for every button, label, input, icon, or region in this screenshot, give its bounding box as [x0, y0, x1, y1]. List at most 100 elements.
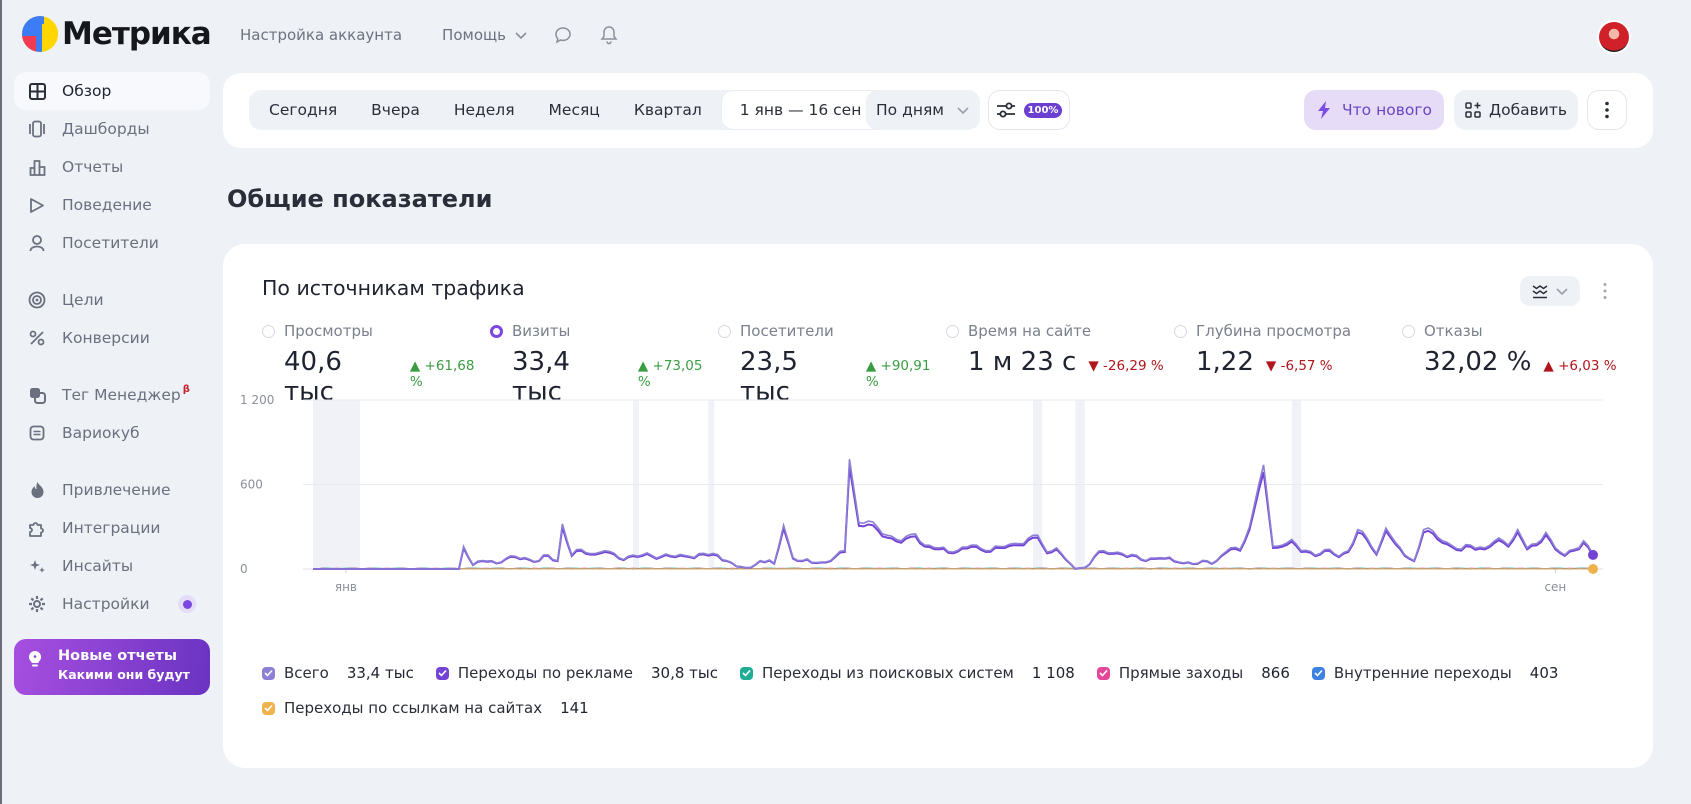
card-more-button[interactable] — [1595, 279, 1615, 303]
add-button[interactable]: Добавить — [1454, 90, 1578, 130]
help-menu[interactable]: Помощь — [442, 26, 528, 44]
metric-radio[interactable] — [1402, 324, 1415, 338]
series-line-ads — [313, 466, 1594, 571]
variocube-icon — [28, 424, 46, 442]
legend-item[interactable]: Переходы из поисковых систем 1 108 — [740, 664, 1075, 682]
checkbox-checked-icon[interactable] — [740, 666, 754, 680]
metric-delta-value: +61,68 % — [409, 358, 475, 390]
triangle-down-icon: ▼ — [1265, 358, 1277, 374]
play-icon — [28, 196, 46, 214]
checkbox-checked-icon[interactable] — [1311, 666, 1325, 680]
period-toolbar: Сегодня Вчера Неделя Месяц Квартал 1 янв… — [223, 73, 1653, 148]
sidebar-item-label: Конверсии — [62, 329, 150, 347]
sidebar-item-conversions[interactable]: Конверсии — [14, 319, 210, 357]
sidebar-item-label: Отчеты — [62, 158, 124, 176]
triangle-down-icon: ▼ — [1088, 358, 1099, 374]
grouping-value: По дням — [876, 101, 944, 119]
bell-icon — [600, 26, 618, 45]
metric-radio[interactable] — [1174, 324, 1187, 338]
grid-icon — [28, 82, 46, 100]
legend-item[interactable]: Переходы по ссылкам на сайтах 141 — [262, 699, 589, 717]
legend-value: 1 108 — [1031, 664, 1075, 682]
metric-tab[interactable]: Отказы 32,02 % ▲ +6,03 % — [1402, 322, 1630, 407]
metric-radio[interactable] — [946, 324, 959, 338]
chart-legend: Всего 33,4 тыс Переходы по рекламе 30,8 … — [262, 664, 1622, 717]
sidebar-item-label: Вариокуб — [62, 424, 140, 442]
metric-tab[interactable]: Визиты 33,4 тыс ▲ +73,05 % — [490, 322, 718, 407]
period-yesterday[interactable]: Вчера — [371, 101, 420, 119]
metric-radio[interactable] — [490, 324, 503, 338]
metric-tab[interactable]: Время на сайте 1 м 23 с ▼ -26,29 % — [946, 322, 1174, 407]
legend-item[interactable]: Всего 33,4 тыс — [262, 664, 414, 682]
account-settings-link[interactable]: Настройка аккаунта — [240, 26, 403, 44]
sampling-filter-button[interactable]: 100% — [988, 90, 1070, 130]
promo-title: Новые отчеты — [58, 648, 177, 664]
sidebar-item-dashboards[interactable]: Дашборды — [14, 110, 210, 148]
metric-radio[interactable] — [262, 324, 275, 338]
metric-value: 33,4 тыс — [512, 347, 570, 407]
metric-label: Визиты — [512, 322, 571, 340]
triangle-up-icon: ▲ — [865, 358, 877, 374]
help-label: Помощь — [442, 26, 506, 44]
metric-value-row: 23,5 тыс ▲ +90,91 % — [740, 347, 946, 407]
period-week[interactable]: Неделя — [453, 101, 515, 119]
user-avatar[interactable] — [1597, 20, 1631, 54]
sidebar-item-insights[interactable]: Инсайты — [14, 547, 210, 585]
sidebar-item-overview[interactable]: Обзор — [14, 72, 210, 110]
sidebar-item-label: Дашборды — [62, 120, 150, 138]
sidebar-item-acquisition[interactable]: Привлечение — [14, 471, 210, 509]
whats-new-button[interactable]: Что нового — [1304, 90, 1444, 130]
legend-item[interactable]: Прямые заходы 866 — [1096, 664, 1290, 682]
beta-badge: β — [182, 383, 190, 395]
sliders-icon — [996, 102, 1015, 118]
sidebar-item-goals[interactable]: Цели — [14, 281, 210, 319]
legend-label: Переходы по рекламе — [457, 664, 634, 682]
sidebar-item-label: Настройки — [62, 595, 150, 613]
metric-value-row: 32,02 % ▲ +6,03 % — [1424, 347, 1630, 377]
chart-type-select[interactable] — [1520, 276, 1580, 306]
new-reports-promo[interactable]: Новые отчеты Какими они будут — [14, 639, 210, 695]
period-today[interactable]: Сегодня — [269, 101, 338, 119]
legend-item[interactable]: Внутренние переходы 403 — [1311, 664, 1558, 682]
chevron-down-icon — [515, 32, 527, 40]
checkbox-checked-icon[interactable] — [262, 666, 275, 680]
legend-item[interactable]: Переходы по рекламе 30,8 тыс — [435, 664, 718, 682]
sidebar-item-variocube[interactable]: Вариокуб — [14, 414, 210, 452]
metric-label-row: Посетители — [718, 322, 946, 340]
grouping-select[interactable]: По дням — [866, 90, 980, 130]
whats-new-label: Что нового — [1342, 101, 1432, 119]
period-selector: Сегодня Вчера Неделя Месяц Квартал 1 янв… — [249, 90, 909, 130]
metric-label-row: Просмотры — [262, 322, 490, 340]
chat-button[interactable] — [552, 24, 574, 46]
checkbox-checked-icon[interactable] — [262, 701, 275, 715]
series-end-marker — [1588, 564, 1598, 574]
notifications-button[interactable] — [598, 24, 620, 46]
period-month[interactable]: Месяц — [548, 101, 600, 119]
checkbox-checked-icon[interactable] — [435, 666, 449, 680]
sidebar-item-behavior[interactable]: Поведение — [14, 186, 210, 224]
metric-tab[interactable]: Глубина просмотра 1,22 ▼ -6,57 % — [1174, 322, 1402, 407]
sidebar-item-settings[interactable]: Настройки — [14, 585, 210, 623]
sidebar-item-integrations[interactable]: Интеграции — [14, 509, 210, 547]
metric-delta-value: +73,05 % — [637, 358, 703, 390]
chevron-down-icon — [957, 107, 969, 115]
logo-text: Метрика — [62, 16, 212, 52]
legend-value: 141 — [560, 699, 589, 717]
triangle-up-icon: ▲ — [409, 358, 421, 374]
sidebar-item-label: Посетители — [62, 234, 159, 252]
metric-value: 32,02 % — [1424, 347, 1532, 377]
logo[interactable]: Метрика — [22, 16, 212, 52]
metric-radio[interactable] — [718, 324, 731, 338]
sidebar-item-reports[interactable]: Отчеты — [14, 148, 210, 186]
sidebar-item-visitors[interactable]: Посетители — [14, 224, 210, 262]
add-label: Добавить — [1488, 101, 1568, 119]
legend-label: Переходы из поисковых систем — [762, 664, 1014, 682]
metric-tab[interactable]: Посетители 23,5 тыс ▲ +90,91 % — [718, 322, 946, 407]
more-options-button[interactable] — [1587, 90, 1627, 130]
metric-label: Время на сайте — [968, 322, 1092, 340]
date-range-value: 1 янв — 16 сен — [739, 101, 862, 119]
sidebar-item-tag-manager[interactable]: Тег Менеджер β — [14, 376, 210, 414]
checkbox-checked-icon[interactable] — [1096, 666, 1110, 680]
metric-label: Посетители — [740, 322, 834, 340]
period-quarter[interactable]: Квартал — [633, 101, 702, 119]
